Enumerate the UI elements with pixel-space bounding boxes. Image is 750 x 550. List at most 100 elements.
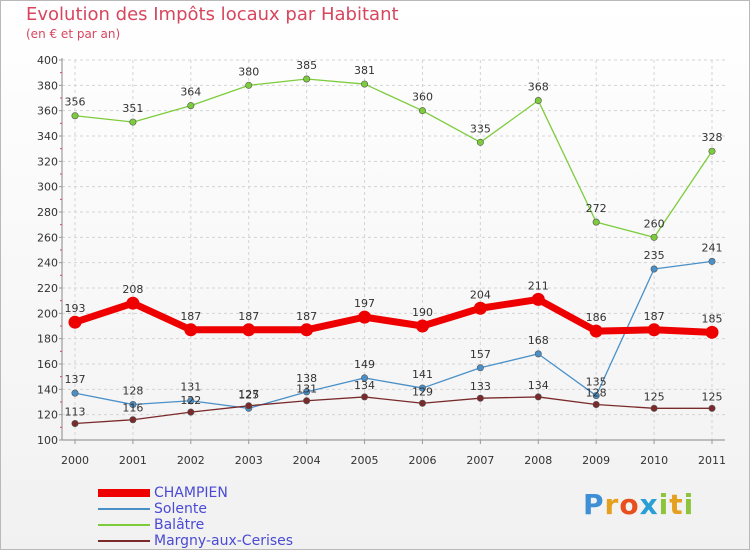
data-point-solente (129, 401, 137, 409)
y-tick-label: 160 (37, 358, 58, 371)
data-point-solente (361, 374, 369, 382)
data-point-solente (650, 265, 658, 273)
data-label-champien: 208 (122, 283, 143, 296)
data-point-champien (589, 324, 603, 338)
data-label-champien: 193 (65, 302, 86, 315)
series-line-solente (74, 260, 713, 409)
y-tick-label: 360 (37, 105, 58, 118)
data-label-margny-aux-cerises: 125 (702, 390, 723, 403)
data-point-solente (708, 257, 716, 265)
data-point-solente (187, 397, 195, 405)
data-label-solente: 141 (412, 368, 433, 381)
data-label-balatre: 368 (528, 81, 549, 94)
y-tick-label: 240 (37, 257, 58, 270)
data-label-champien: 197 (354, 297, 375, 310)
data-point-margny-aux-cerises (303, 397, 311, 405)
data-point-margny-aux-cerises (650, 404, 658, 412)
legend-item-solente: Solente (98, 501, 293, 517)
legend-item-champien: CHAMPIEN (98, 485, 293, 501)
y-axis-ticks: 100 120 140 160 180 200 220 240 260 280 300 320 340 3… (37, 54, 62, 447)
data-label-solente: 157 (470, 348, 491, 361)
series-line-margny-aux-cerises (74, 396, 712, 425)
data-point-solente (592, 392, 600, 400)
chart-subtitle: (en € et par an) (26, 27, 121, 41)
y-tick-label: 100 (37, 434, 58, 447)
data-label-balatre: 351 (122, 102, 143, 115)
data-point-solente (418, 384, 426, 392)
x-axis-ticks: 2000 2001 2002 2003 2004 2005 2006 2007 2008 2009… (61, 440, 726, 467)
data-point-balatre (534, 97, 542, 105)
x-tick-label: 2007 (466, 454, 494, 467)
y-tick-label: 380 (37, 79, 58, 92)
data-point-balatre (187, 102, 195, 110)
data-point-balatre (361, 80, 369, 88)
data-point-balatre (592, 218, 600, 226)
data-point-margny-aux-cerises (187, 408, 195, 416)
data-point-champien (415, 319, 429, 333)
data-label-balatre: 260 (644, 217, 665, 230)
data-point-champien (68, 315, 82, 329)
data-point-balatre (418, 107, 426, 115)
data-point-solente (476, 364, 484, 372)
series-line-balatre (74, 78, 713, 238)
y-tick-label: 220 (37, 282, 58, 295)
data-label-balatre: 380 (238, 65, 259, 78)
data-label-margny-aux-cerises: 129 (412, 385, 433, 398)
data-label-margny-aux-cerises: 131 (296, 383, 317, 396)
data-label-champien: 186 (586, 311, 607, 324)
data-point-champien (647, 323, 661, 337)
legend-label: Solente (154, 501, 207, 517)
data-label-champien: 211 (528, 279, 549, 292)
data-label-margny-aux-cerises: 116 (122, 402, 143, 415)
data-label-solente: 241 (702, 241, 723, 254)
data-point-balatre (129, 118, 137, 126)
data-label-solente: 235 (644, 249, 665, 262)
y-tick-label: 320 (37, 155, 58, 168)
legend-swatch (98, 508, 150, 510)
data-label-margny-aux-cerises: 133 (470, 380, 491, 393)
x-tick-label: 2009 (582, 454, 610, 467)
data-label-margny-aux-cerises: 122 (180, 394, 201, 407)
data-label-solente: 138 (296, 372, 317, 385)
data-label-solente: 168 (528, 334, 549, 347)
data-point-balatre (303, 75, 311, 83)
data-point-margny-aux-cerises (361, 393, 369, 401)
logo-letter: o (619, 488, 640, 521)
series-line-champien (73, 295, 713, 336)
chart-title: Evolution des Impôts locaux par Habitant (26, 4, 399, 25)
data-label-solente: 137 (65, 373, 86, 386)
y-tick-label: 340 (37, 130, 58, 143)
logo-letter: i (658, 488, 670, 521)
data-point-champien (473, 301, 487, 315)
data-point-margny-aux-cerises (708, 404, 716, 412)
data-point-balatre (245, 81, 253, 89)
legend-item-balatre: Balâtre (98, 517, 293, 533)
x-tick-label: 2003 (235, 454, 263, 467)
proxiti-logo: Proxiti (583, 488, 694, 521)
x-tick-label: 2004 (293, 454, 321, 467)
data-point-balatre (71, 112, 79, 120)
data-label-champien: 190 (412, 306, 433, 319)
legend-label: CHAMPIEN (154, 485, 228, 501)
data-label-balatre: 335 (470, 122, 491, 135)
data-label-champien: 187 (180, 310, 201, 323)
data-label-solente: 128 (122, 385, 143, 398)
data-label-solente: 131 (180, 381, 201, 394)
data-label-solente: 149 (354, 358, 375, 371)
data-point-margny-aux-cerises (476, 394, 484, 402)
data-point-balatre (708, 147, 716, 155)
data-point-margny-aux-cerises (129, 416, 137, 424)
data-labels: 193 208 187 187 187 197 190 204 211 186 187 185 137 1… (65, 59, 723, 419)
y-tick-label: 180 (37, 333, 58, 346)
data-label-balatre: 385 (296, 59, 317, 72)
y-tick-label: 300 (37, 181, 58, 194)
data-label-champien: 187 (644, 310, 665, 323)
logo-letter: r (604, 488, 620, 521)
data-point-solente (534, 350, 542, 358)
logo-letter: x (639, 488, 659, 521)
data-label-margny-aux-cerises: 127 (238, 388, 259, 401)
y-tick-label: 260 (37, 231, 58, 244)
data-label-balatre: 360 (412, 91, 433, 104)
data-point-champien (242, 323, 256, 337)
